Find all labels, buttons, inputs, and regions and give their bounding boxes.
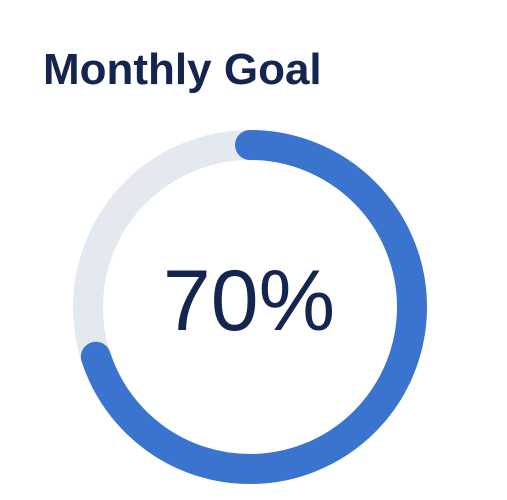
progress-ring-fill (73, 130, 427, 484)
progress-percentage: 70% (162, 253, 336, 349)
widget-title: Monthly Goal (43, 45, 322, 94)
